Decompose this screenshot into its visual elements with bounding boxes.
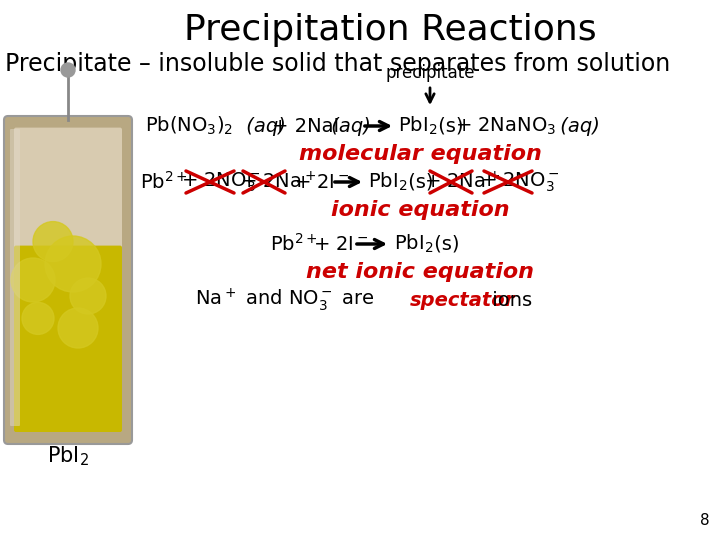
FancyBboxPatch shape bbox=[14, 127, 122, 266]
Text: (s): (s) bbox=[428, 234, 459, 253]
Circle shape bbox=[33, 221, 73, 261]
Circle shape bbox=[58, 308, 98, 348]
Text: net ionic equation: net ionic equation bbox=[306, 262, 534, 282]
Text: (s): (s) bbox=[432, 117, 464, 136]
Text: Precipitation Reactions: Precipitation Reactions bbox=[184, 13, 596, 47]
Text: ionic equation: ionic equation bbox=[330, 200, 509, 220]
Text: (aq): (aq) bbox=[325, 117, 371, 136]
Text: PbI$_2$: PbI$_2$ bbox=[47, 444, 89, 468]
Text: PbI$_2$: PbI$_2$ bbox=[398, 115, 437, 137]
Text: + 2NaNO$_3$: + 2NaNO$_3$ bbox=[455, 116, 556, 137]
Text: (aq): (aq) bbox=[554, 117, 600, 136]
Text: 8: 8 bbox=[701, 513, 710, 528]
Text: + 2Na$^+$: + 2Na$^+$ bbox=[240, 171, 316, 193]
FancyBboxPatch shape bbox=[10, 129, 20, 426]
Text: + 2I$^-$: + 2I$^-$ bbox=[294, 172, 349, 192]
Text: (aq): (aq) bbox=[240, 117, 286, 136]
Text: (s): (s) bbox=[402, 172, 433, 192]
Circle shape bbox=[22, 302, 54, 334]
Text: precipitate: precipitate bbox=[385, 64, 474, 82]
Circle shape bbox=[70, 278, 106, 314]
FancyBboxPatch shape bbox=[14, 246, 122, 432]
Circle shape bbox=[61, 63, 75, 77]
Text: + 2Na$^+$: + 2Na$^+$ bbox=[424, 171, 500, 193]
Text: + 2NO$_3^-$: + 2NO$_3^-$ bbox=[181, 170, 261, 194]
Text: + 2NO$_3^-$: + 2NO$_3^-$ bbox=[480, 170, 559, 194]
Text: + 2I$^-$: + 2I$^-$ bbox=[313, 234, 369, 253]
Circle shape bbox=[45, 236, 101, 292]
Text: ions: ions bbox=[486, 291, 532, 309]
Text: Precipitate – insoluble solid that separates from solution: Precipitate – insoluble solid that separ… bbox=[5, 52, 670, 76]
Text: Pb$^{2+}$: Pb$^{2+}$ bbox=[140, 171, 188, 193]
Text: Pb(NO$_3$)$_2$: Pb(NO$_3$)$_2$ bbox=[145, 115, 233, 137]
Circle shape bbox=[11, 258, 55, 302]
Text: spectator: spectator bbox=[410, 291, 516, 309]
FancyBboxPatch shape bbox=[4, 116, 132, 444]
Text: molecular equation: molecular equation bbox=[299, 144, 541, 164]
Text: Pb$^{2+}$: Pb$^{2+}$ bbox=[270, 233, 318, 255]
Text: Na$^+$ and NO$_3^-$ are: Na$^+$ and NO$_3^-$ are bbox=[195, 287, 376, 313]
Text: + 2NaI: + 2NaI bbox=[272, 117, 339, 136]
Text: PbI$_2$: PbI$_2$ bbox=[368, 171, 408, 193]
Text: PbI$_2$: PbI$_2$ bbox=[394, 233, 433, 255]
